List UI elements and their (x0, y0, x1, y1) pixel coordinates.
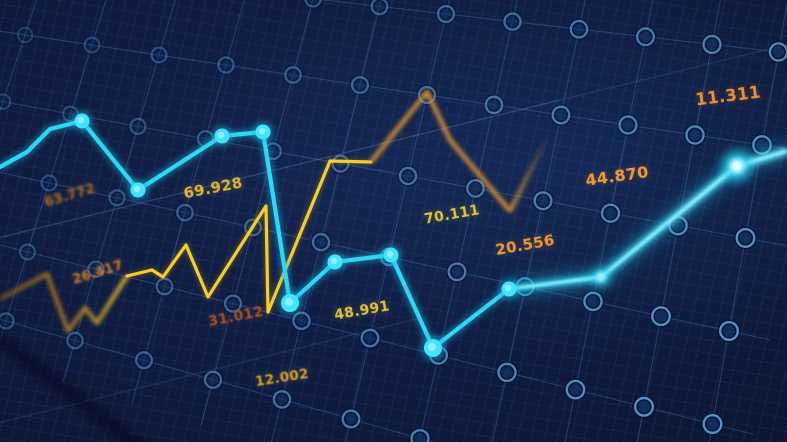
value-label: 48.991 (333, 298, 391, 324)
value-label: 26.417 (70, 258, 126, 288)
value-label: 44.870 (584, 162, 650, 190)
value-label: 31.012 (207, 303, 265, 331)
value-label: 20.556 (494, 230, 556, 260)
value-label: 11.311 (694, 82, 762, 110)
value-label: 70.111 (423, 202, 481, 228)
value-label: 69.928 (181, 173, 245, 203)
value-label: 63.772 (42, 181, 98, 211)
value-label: 12.002 (254, 365, 310, 391)
